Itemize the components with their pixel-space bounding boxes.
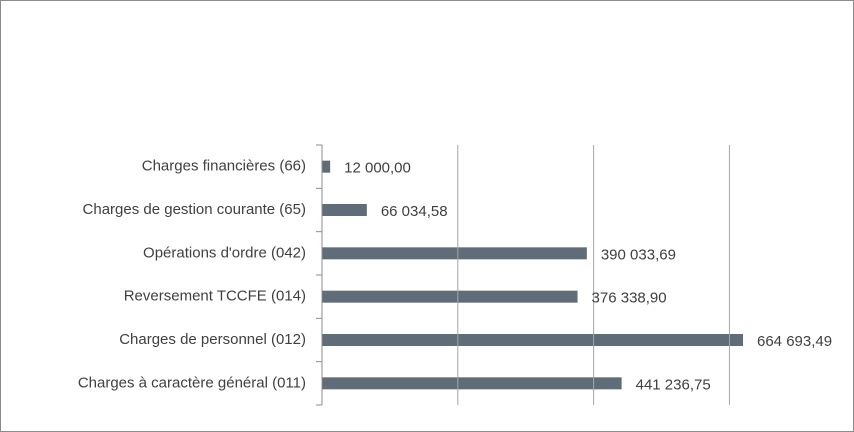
data-label: 390 033,69 <box>601 246 676 263</box>
bar <box>322 160 331 173</box>
data-label: 664 693,49 <box>757 333 832 350</box>
y-tick-label: Charges de personnel (012) <box>119 331 306 348</box>
data-label: 376 338,90 <box>592 290 667 307</box>
y-tick-label: Charges financières (66) <box>142 158 306 175</box>
bar <box>322 247 587 260</box>
data-label: 441 236,75 <box>636 376 711 393</box>
y-tick-label: Opérations d'ordre (042) <box>143 244 306 261</box>
bar <box>322 377 622 390</box>
data-label: 12 000,00 <box>344 160 411 177</box>
bar <box>322 290 578 303</box>
bar <box>322 204 367 216</box>
y-tick-label: Charges de gestion courante (65) <box>83 201 306 218</box>
y-tick-label: Charges à caractère général (011) <box>78 374 306 391</box>
plot-area <box>322 160 743 390</box>
bar <box>322 334 743 346</box>
data-label: 66 034,58 <box>381 203 448 220</box>
y-tick-label: Reversement TCCFE (014) <box>124 288 306 305</box>
